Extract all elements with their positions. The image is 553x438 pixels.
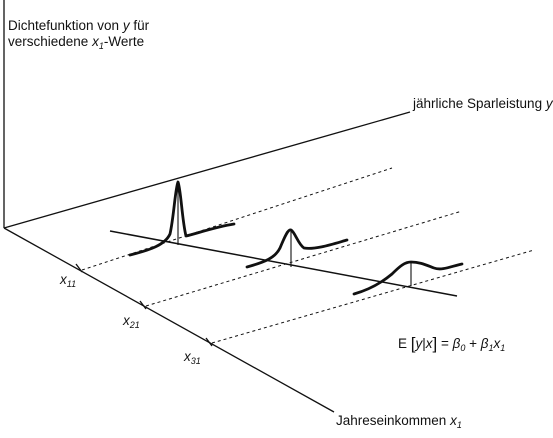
equation-plus: +	[465, 336, 481, 351]
density-axis-label-line2-text: verschiedene	[8, 34, 93, 49]
equation-equals: =	[437, 336, 453, 351]
tick-x11	[75, 263, 83, 273]
equation-x1-sub: 1	[500, 343, 506, 353]
guide-line-x21	[145, 210, 463, 307]
density-axis-label-var: y	[122, 18, 130, 33]
savings-axis-label-text: jährliche Sparleistung	[413, 96, 546, 111]
tick-label-x21: x21	[123, 313, 140, 330]
density-axis-label-line2-end: -Werte	[103, 34, 145, 49]
density-axis-label-text: Dichtefunktion von	[8, 18, 123, 33]
tick-label-x11-sub: 11	[66, 279, 77, 289]
tick-x21	[139, 300, 147, 310]
density-axis-label-end: für	[129, 18, 150, 33]
guide-line-x31	[211, 249, 535, 344]
savings-axis-label-var: y	[545, 96, 553, 111]
equation-beta1-sub: 1	[488, 343, 494, 353]
equation-x: x	[425, 336, 433, 351]
regression-line	[109, 230, 458, 297]
income-axis	[3, 227, 335, 413]
tick-label-x21-var: x	[123, 313, 130, 328]
density-axis-label-line2-var: x	[92, 34, 99, 49]
equation-expectation: E	[398, 336, 411, 351]
regression-equation: E [y|x] = β0 + β1x1	[398, 334, 506, 353]
equation-open-bracket: [	[410, 334, 416, 353]
equation-beta1: β	[480, 336, 489, 351]
equation-close-bracket: ]	[432, 334, 438, 353]
density-curve-x21	[245, 228, 349, 269]
density-axis-label-line2: verschiedene x1-Werte	[8, 34, 145, 51]
density-curve-x31	[352, 260, 464, 296]
density-axis-label-line2-sub: 1	[98, 41, 104, 51]
tick-label-x31-var: x	[184, 349, 191, 364]
tick-label-x11: x11	[60, 272, 77, 289]
density-axis-label: Dichtefunktion von y für	[8, 18, 149, 34]
equation-x1: x	[493, 336, 501, 351]
tick-label-x31: x31	[184, 349, 201, 366]
equation-y: y	[415, 336, 423, 351]
equation-beta0-sub: 0	[460, 343, 466, 353]
savings-axis-label: jährliche Sparleistung y	[413, 96, 553, 112]
income-axis-label: Jahreseinkommen x1	[336, 413, 462, 430]
income-axis-label-var: x	[450, 413, 457, 428]
equation-given-bar: |	[422, 336, 426, 351]
equation-beta0: β	[452, 336, 461, 351]
tick-label-x21-sub: 21	[129, 320, 140, 330]
tick-label-x31-sub: 31	[190, 356, 201, 366]
income-axis-label-sub: 1	[456, 420, 462, 430]
tick-x31	[205, 337, 213, 347]
savings-axis	[3, 111, 411, 229]
tick-label-x11-var: x	[60, 272, 67, 287]
income-axis-label-text: Jahreseinkommen	[336, 413, 451, 428]
